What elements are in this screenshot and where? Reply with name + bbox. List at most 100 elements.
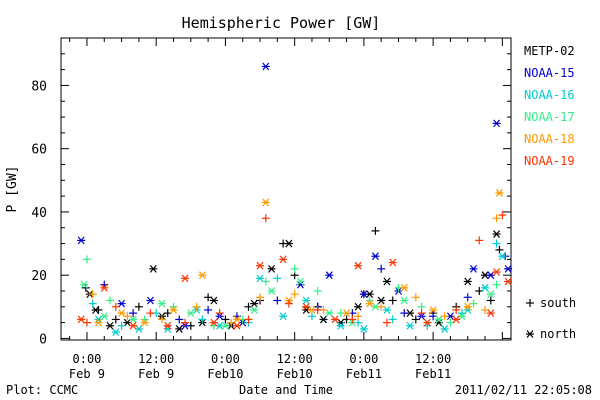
north-point — [331, 315, 340, 324]
south-point — [307, 312, 316, 321]
north-point — [302, 296, 311, 305]
south-point — [215, 309, 224, 318]
south-point — [463, 293, 472, 302]
north-point — [452, 315, 461, 324]
north-point — [181, 274, 190, 283]
south-point — [106, 296, 115, 305]
south-point — [146, 309, 155, 318]
north-point — [406, 321, 415, 330]
south-point — [181, 318, 190, 327]
south-point — [452, 305, 461, 314]
north-point — [77, 236, 86, 245]
north-point — [209, 318, 218, 327]
south-point — [117, 321, 126, 330]
south-point — [354, 312, 363, 321]
legend-entry: NOAA-19 — [524, 154, 575, 168]
north-point — [279, 255, 288, 264]
north-point — [302, 302, 311, 311]
south-point — [88, 299, 97, 308]
north-point — [117, 309, 126, 318]
legend-entry: NOAA-15 — [524, 66, 575, 80]
y-tick-label: 60 — [31, 143, 47, 158]
north-point — [186, 309, 195, 318]
north-point — [232, 315, 241, 324]
x-tick-label: Feb 9 — [138, 367, 174, 381]
north-point — [486, 290, 495, 299]
north-point — [157, 299, 166, 308]
north-point — [250, 299, 259, 308]
south-point — [382, 318, 391, 327]
south-point — [204, 305, 213, 314]
south-point — [400, 309, 409, 318]
north-point — [359, 325, 368, 333]
south-point — [475, 236, 484, 245]
north-point — [429, 306, 438, 314]
south-point — [440, 312, 449, 321]
marker-legend-label: south — [540, 296, 576, 310]
north-point — [359, 290, 368, 299]
south-point — [244, 315, 253, 324]
north-point — [325, 309, 334, 318]
y-tick-label: 80 — [31, 79, 47, 94]
south-point — [192, 302, 201, 311]
north-point — [388, 258, 397, 267]
north-point — [504, 277, 513, 286]
north-point — [400, 283, 409, 292]
south-point — [129, 309, 138, 318]
south-point — [88, 290, 97, 299]
north-point — [382, 277, 391, 286]
north-point — [140, 318, 149, 327]
south-point — [492, 280, 501, 289]
x-tick-label: 0:00 — [211, 352, 240, 366]
south-point — [290, 264, 299, 273]
x-tick-label: 0:00 — [73, 352, 102, 366]
north-point — [371, 252, 380, 261]
legend-entry: NOAA-18 — [524, 132, 575, 146]
north-point — [261, 198, 270, 207]
north-point — [100, 283, 109, 292]
north-point — [365, 299, 374, 308]
x-tick-label: 12:00 — [277, 352, 313, 366]
legend: METP-02 NOAA-15 NOAA-16 NOAA-17 NOAA-18 NOAA-… — [524, 44, 575, 168]
x-tick-label: Feb11 — [415, 367, 451, 381]
y-tick-label: 20 — [31, 269, 47, 284]
south-point — [348, 315, 357, 324]
y-tick-label: 40 — [31, 206, 47, 221]
north-point — [434, 315, 443, 324]
north-point — [284, 239, 293, 248]
south-point — [388, 315, 397, 324]
north-point — [492, 268, 501, 276]
legend-entry: METP-02 — [524, 44, 575, 58]
north-point — [463, 302, 472, 311]
south-point — [261, 214, 270, 223]
marker-legend-symbol — [526, 330, 534, 338]
south-point — [492, 214, 501, 223]
north-point — [400, 296, 409, 305]
x-tick-label: Feb10 — [207, 367, 243, 381]
south-point — [377, 302, 386, 311]
north-point — [256, 274, 265, 283]
x-tick-label: 0:00 — [349, 352, 378, 366]
north-point — [221, 321, 230, 330]
north-point — [469, 264, 478, 273]
y-tick-label: 0 — [39, 332, 47, 347]
north-point — [209, 296, 218, 305]
north-point — [267, 287, 276, 295]
north-point — [336, 321, 345, 330]
marker-legend: south north — [526, 296, 576, 341]
north-point — [232, 321, 241, 330]
south-point — [134, 302, 143, 311]
data-points — [77, 62, 513, 336]
north-point — [382, 306, 391, 314]
south-point — [313, 286, 322, 295]
south-point — [157, 315, 166, 324]
north-point — [492, 230, 501, 238]
timestamp: 2011/02/11 22:05:08 — [455, 383, 592, 397]
south-point — [371, 226, 380, 235]
north-point — [267, 264, 276, 273]
x-tick-label: 12:00 — [415, 352, 451, 366]
south-point — [111, 315, 120, 324]
north-point — [354, 302, 363, 311]
y-axis: 0 20 40 60 80 — [31, 53, 511, 347]
